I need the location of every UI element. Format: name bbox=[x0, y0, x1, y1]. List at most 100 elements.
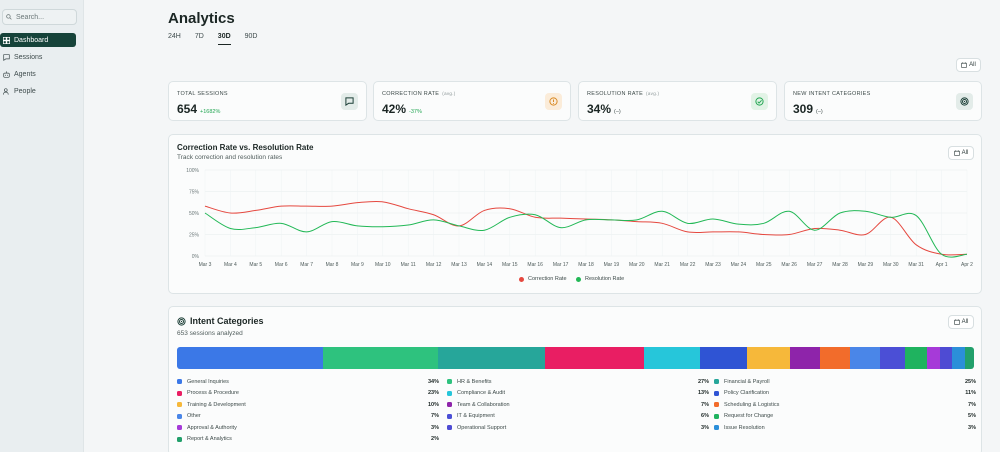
x-tick-label: Mar 21 bbox=[654, 262, 670, 268]
intent-segment[interactable] bbox=[965, 347, 974, 369]
x-tick-label: Mar 16 bbox=[527, 262, 543, 268]
x-tick-label: Mar 31 bbox=[908, 262, 924, 268]
sidebar-item-dashboard[interactable]: Dashboard bbox=[0, 33, 76, 47]
tab-7d[interactable]: 7D bbox=[194, 33, 204, 40]
stat-label-text: CORRECTION RATE bbox=[382, 91, 440, 97]
all-filter-button[interactable]: All bbox=[956, 58, 981, 72]
intent-legend-item: Issue Resolution 3% bbox=[714, 423, 976, 432]
line-chart: 0% 25% 50% 75% 100% Mar 3 Mar 4 Mar 5 Mar 6 Mar 7… bbox=[186, 168, 973, 268]
stat-delta: (–) bbox=[816, 109, 823, 115]
y-tick-label: 100% bbox=[186, 168, 199, 174]
tab-90d[interactable]: 90D bbox=[244, 33, 258, 40]
sidebar-item-label: Dashboard bbox=[14, 36, 49, 44]
correction-rate-line bbox=[204, 200, 968, 256]
intent-percentage: 2% bbox=[431, 436, 439, 442]
intent-label: Financial & Payroll bbox=[724, 378, 770, 385]
stat-delta: -37% bbox=[409, 109, 422, 115]
intent-segment[interactable] bbox=[952, 347, 966, 369]
intent-legend-item: Report & Analytics 2% bbox=[177, 435, 439, 444]
intent-percentage: 3% bbox=[431, 424, 439, 431]
check-icon bbox=[751, 93, 768, 110]
x-tick-label: Mar 8 bbox=[326, 262, 339, 268]
stat-qualifier: (avg.) bbox=[442, 91, 456, 96]
people-icon bbox=[3, 87, 9, 95]
intent-percentage: 7% bbox=[431, 413, 439, 419]
legend-swatch bbox=[714, 379, 719, 384]
page-title: Analytics bbox=[168, 10, 235, 27]
legend-swatch bbox=[447, 379, 452, 384]
intent-segment[interactable] bbox=[939, 347, 953, 369]
x-tick-label: Mar 14 bbox=[477, 262, 493, 268]
legend-swatch bbox=[177, 402, 182, 407]
alert-icon bbox=[545, 93, 562, 110]
legend-swatch bbox=[714, 413, 719, 419]
intent-label: Issue Resolution bbox=[724, 424, 765, 431]
stat-card-total-sessions: TOTAL SESSIONS 654 +1682% bbox=[168, 81, 367, 121]
x-tick-label: Mar 3 bbox=[199, 262, 212, 268]
intent-legend-item: General Inquiries 34% bbox=[177, 377, 439, 386]
intent-segment[interactable] bbox=[177, 347, 323, 369]
time-range-tabs: 24H 7D 30D 90D bbox=[168, 33, 271, 45]
intent-distribution-bar bbox=[177, 347, 974, 369]
x-tick-label: Mar 30 bbox=[883, 262, 899, 268]
legend-swatch bbox=[177, 425, 182, 430]
sidebar-item-label: People bbox=[14, 87, 36, 95]
intent-segment[interactable] bbox=[644, 347, 700, 369]
stat-card-new-intent-categories: NEW INTENT CATEGORIES 309 (–) bbox=[784, 81, 982, 121]
intent-segment[interactable] bbox=[849, 347, 880, 369]
intent-title-row: Intent Categories bbox=[177, 316, 264, 326]
stat-label: RESOLUTION RATE (avg.) bbox=[587, 91, 659, 97]
sidebar-item-sessions[interactable]: Sessions bbox=[0, 50, 76, 64]
stat-value-number: 34% bbox=[587, 102, 612, 116]
stat-delta: +1682% bbox=[200, 109, 221, 115]
intent-segment[interactable] bbox=[322, 347, 439, 369]
tab-30d[interactable]: 30D bbox=[217, 33, 231, 45]
stat-label: NEW INTENT CATEGORIES bbox=[793, 91, 871, 97]
intent-segment[interactable] bbox=[879, 347, 906, 369]
intent-segment[interactable] bbox=[789, 347, 820, 369]
x-tick-label: Mar 9 bbox=[351, 262, 364, 268]
dashboard-icon bbox=[3, 36, 10, 44]
intent-segment[interactable] bbox=[905, 347, 927, 369]
sidebar-item-label: Sessions bbox=[14, 53, 43, 61]
legend-swatch bbox=[447, 390, 452, 396]
x-tick-label: Mar 5 bbox=[249, 262, 262, 268]
intent-label: Scheduling & Logistics bbox=[724, 401, 780, 408]
all-filter-label: All bbox=[961, 150, 969, 156]
target-icon bbox=[177, 316, 186, 326]
legend-swatch bbox=[447, 413, 452, 419]
intent-segment[interactable] bbox=[699, 347, 747, 369]
y-tick-label: 0% bbox=[192, 254, 200, 260]
intent-segment[interactable] bbox=[746, 347, 790, 369]
stat-value-number: 42% bbox=[382, 102, 407, 116]
intent-percentage: 25% bbox=[964, 378, 976, 385]
sidebar-item-agents[interactable]: Agents bbox=[0, 67, 76, 81]
tab-24h[interactable]: 24H bbox=[168, 33, 181, 40]
legend-swatch bbox=[177, 413, 182, 419]
chart-all-filter-button[interactable]: All bbox=[948, 146, 974, 160]
all-filter-label: All bbox=[969, 62, 976, 68]
resolution-rate-line bbox=[204, 210, 968, 258]
search-input[interactable]: Search... bbox=[2, 9, 77, 25]
intent-label: Report & Analytics bbox=[187, 436, 232, 442]
intent-segment[interactable] bbox=[545, 347, 645, 369]
intent-segment[interactable] bbox=[438, 347, 546, 369]
calendar-icon bbox=[953, 150, 960, 156]
intent-label: Compliance & Audit bbox=[457, 390, 505, 396]
all-filter-label: All bbox=[961, 319, 969, 325]
y-tick-label: 25% bbox=[189, 233, 200, 239]
intent-segment[interactable] bbox=[926, 347, 940, 369]
intent-percentage: 3% bbox=[701, 424, 709, 431]
legend-swatch bbox=[447, 425, 452, 430]
intent-legend-item: Training & Development 10% bbox=[177, 400, 439, 409]
legend-swatch bbox=[576, 276, 581, 282]
x-tick-label: Mar 7 bbox=[300, 262, 313, 268]
intent-segment[interactable] bbox=[819, 347, 850, 369]
intent-all-filter-button[interactable]: All bbox=[948, 315, 974, 329]
x-tick-label: Mar 11 bbox=[401, 262, 416, 268]
x-tick-label: Mar 12 bbox=[426, 262, 442, 268]
sidebar-item-people[interactable]: People bbox=[0, 84, 76, 98]
intent-percentage: 10% bbox=[427, 401, 439, 408]
legend-label: Resolution Rate bbox=[585, 276, 625, 282]
intent-legend-item: Other 7% bbox=[177, 412, 439, 421]
